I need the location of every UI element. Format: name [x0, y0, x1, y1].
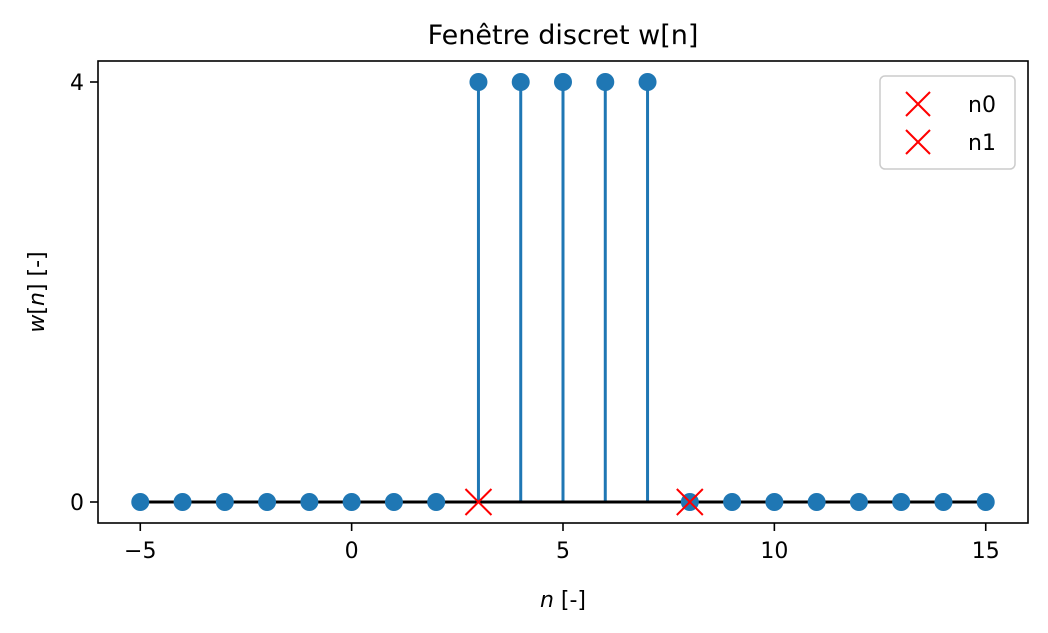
chart-title: Fenêtre discret w[n] [428, 20, 699, 51]
y-axis-ticks: 04 [70, 71, 98, 516]
legend: n0 n1 [879, 75, 1016, 170]
stem-marker [596, 73, 615, 91]
stem-marker [934, 493, 953, 511]
stem-marker [723, 493, 742, 511]
legend-marker-n1 [905, 129, 931, 155]
plot-content [131, 73, 995, 516]
x-tick-label: 5 [556, 539, 570, 564]
stem-marker [849, 493, 868, 511]
stem-marker [469, 73, 488, 91]
y-tick-label: 4 [70, 71, 84, 96]
plot-area-frame [97, 60, 1029, 524]
stem-marker [300, 493, 319, 511]
legend-marker-n0 [905, 91, 931, 117]
stem-marker [638, 73, 657, 91]
stem-marker [511, 73, 530, 91]
stem-marker [131, 493, 150, 511]
stem-marker [258, 493, 277, 511]
legend-marker-n1-stroke [905, 129, 931, 155]
stem-marker [976, 493, 995, 511]
marker-n1-stroke [676, 488, 704, 516]
stem-marker [342, 493, 361, 511]
marker-n0 [464, 488, 493, 516]
x-tick-label: −5 [124, 539, 156, 564]
legend-label-n0: n0 [968, 93, 996, 118]
stem-marker [892, 493, 911, 511]
stem-marker [427, 493, 446, 511]
y-tick-label: 0 [70, 491, 84, 516]
marker-n1 [676, 488, 704, 516]
stem-marker [554, 73, 572, 91]
stem-marker [765, 493, 784, 511]
marker-n0-stroke [464, 488, 493, 516]
x-tick-label: 10 [760, 539, 788, 564]
x-axis-label: n [-] [540, 588, 586, 613]
stem-marker [215, 493, 234, 511]
x-tick-label: 0 [345, 539, 359, 564]
stem-marker [807, 493, 826, 511]
y-axis-label: w[n] [-] [25, 251, 50, 332]
legend-label-n1: n1 [968, 131, 996, 156]
stem-marker [384, 493, 403, 511]
x-tick-label: 15 [972, 539, 1000, 564]
x-axis-ticks: −5 0 5 10 15 [124, 523, 1000, 564]
legend-marker-n0-stroke [905, 91, 931, 117]
stem-marker [173, 493, 192, 511]
